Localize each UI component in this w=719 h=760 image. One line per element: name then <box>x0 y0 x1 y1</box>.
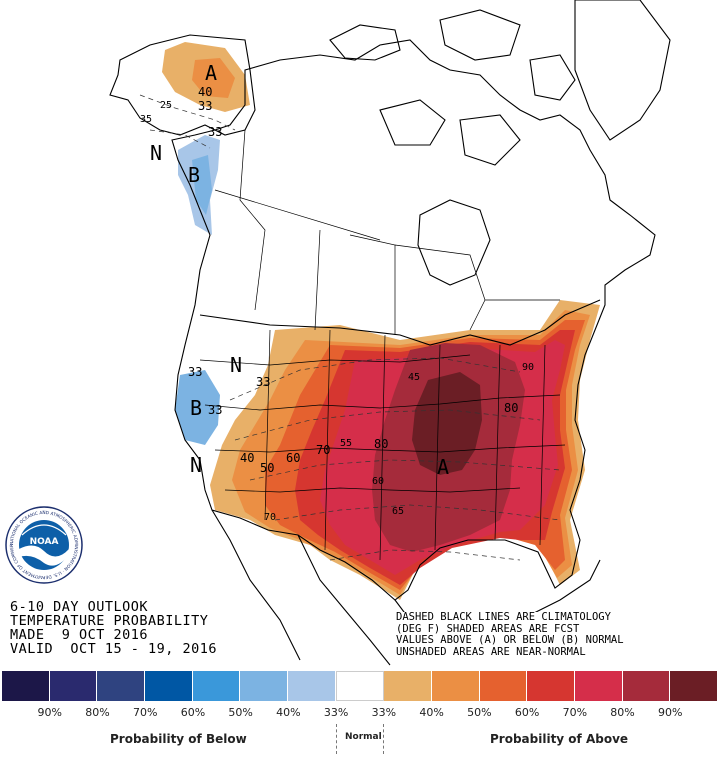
contour-label-33-w: 33 <box>256 375 270 389</box>
legend-tick-4: 50% <box>228 706 253 719</box>
legend-swatch-6 <box>288 671 336 701</box>
below-marker-california: B <box>190 396 202 420</box>
legend-swatch-0 <box>2 671 50 701</box>
contour-label-40-ak: 40 <box>198 85 212 99</box>
greenland-outline <box>574 0 671 141</box>
above-marker-alaska: A <box>205 61 217 85</box>
noaa-logo: NATIONAL OCEANIC AND ATMOSPHERIC ADMINIS… <box>4 505 83 584</box>
contour-label-40-w: 40 <box>240 451 254 465</box>
arctic-islands <box>329 9 576 166</box>
contour-label-90: 90 <box>522 362 534 373</box>
mexico-outline <box>211 509 601 666</box>
alaska-above-40 <box>192 58 235 98</box>
legend-tick-13: 90% <box>658 706 683 719</box>
below-marker-panhandle: B <box>188 163 200 187</box>
legend-tick-2: 70% <box>132 706 158 719</box>
north-america-outline <box>171 39 656 601</box>
contour-label-33-ca2: 33 <box>208 403 222 417</box>
legend-tick-8: 40% <box>419 706 444 719</box>
legend-swatch-5 <box>240 671 289 701</box>
contour-label-35-ak: 35 <box>140 114 152 125</box>
notes-block: DASHED BLACK LINES ARE CLIMATOLOGY (DEG … <box>396 611 624 658</box>
note-line-3: VALUES ABOVE (A) OR BELOW (B) NORMAL <box>396 634 624 646</box>
normal-caption: Normal <box>345 732 382 742</box>
above-90 <box>412 372 482 475</box>
normal-separator-right <box>383 724 384 754</box>
contour-label-50-w: 50 <box>260 461 274 475</box>
above-marker-central: A <box>437 455 449 479</box>
legend-tick-0: 90% <box>37 706 62 719</box>
legend-swatch-9 <box>432 671 480 701</box>
outlook-title: 6-10 DAY OUTLOOK <box>10 599 149 615</box>
clim-line-3 <box>229 357 521 401</box>
legend-ticks: 90% 80% 70% 60% 50% 40% 33% 33% 40% 50% 60% 70% 80% 9… <box>2 706 718 720</box>
state-lines <box>199 329 566 561</box>
above-caption: Probability of Above <box>490 732 629 746</box>
panhandle-below-40 <box>192 155 212 215</box>
contour-label-70-sw: 70 <box>264 512 276 523</box>
contour-label-60-w: 60 <box>286 451 300 465</box>
california-below-area <box>175 370 220 445</box>
legend-swatch-13 <box>622 671 671 701</box>
legend-tick-6: 33% <box>323 706 349 719</box>
legend-tick-9: 50% <box>467 706 492 719</box>
normal-marker-ak: N <box>150 141 162 165</box>
contour-label-80-e: 80 <box>504 401 518 415</box>
outlook-subtitle: TEMPERATURE PROBABILITY <box>10 613 209 629</box>
clim-line-1 <box>139 94 236 131</box>
valid-dates: VALID OCT 15 - 19, 2016 <box>10 641 218 657</box>
canada-us-border <box>199 299 601 346</box>
contour-label-33-ak2: 33 <box>208 125 222 139</box>
note-line-2: (DEG F) SHADED AREAS ARE FCST <box>396 622 580 635</box>
clim-line-5 <box>249 459 561 481</box>
contour-label-60-c: 60 <box>372 476 384 487</box>
clim-line-7 <box>329 549 521 561</box>
contour-label-80-c: 80 <box>374 437 388 451</box>
legend-tick-10: 60% <box>514 706 540 719</box>
svg-text:NOAA: NOAA <box>30 537 59 547</box>
contour-label-25-ak: 25 <box>160 100 172 111</box>
normal-marker-west: N <box>230 353 242 377</box>
legend-swatch-12 <box>575 671 623 701</box>
made-date: MADE 9 OCT 2016 <box>10 627 149 643</box>
normal-marker-sw: N <box>190 453 202 477</box>
forecast-map: A 40 33 25 35 33 N B N 33 33 B N 33 40 5… <box>109 0 671 666</box>
legend-swatch-1 <box>49 671 98 701</box>
legend-swatch-14 <box>670 671 719 701</box>
legend-tick-11: 70% <box>562 706 588 719</box>
below-caption: Probability of Below <box>110 732 247 746</box>
clim-line-6 <box>274 504 561 521</box>
contour-label-45: 45 <box>408 372 420 383</box>
contour-label-55: 55 <box>340 438 352 449</box>
normal-separator-left <box>336 724 337 754</box>
contour-label-33-ca: 33 <box>188 365 202 379</box>
legend-tick-5: 40% <box>276 706 301 719</box>
legend-tick-12: 80% <box>610 706 635 719</box>
legend-tick-7: 33% <box>371 706 397 719</box>
contour-label-33-ak: 33 <box>198 99 212 113</box>
legend-swatch-10 <box>479 671 528 701</box>
clim-line-4 <box>234 409 541 441</box>
title-block: 6-10 DAY OUTLOOK TEMPERATURE PROBABILITY… <box>10 600 217 656</box>
hudson-bay-outline <box>417 199 491 286</box>
legend-tick-1: 80% <box>85 706 110 719</box>
legend-swatch-7 <box>335 671 385 701</box>
note-line-4: UNSHADED AREAS ARE NEAR-NORMAL <box>396 645 586 658</box>
legend-swatch-11 <box>527 671 576 701</box>
legend-swatch-4 <box>192 671 241 701</box>
clim-line-2 <box>149 129 211 149</box>
legend-swatch-8 <box>384 671 433 701</box>
note-line-1: DASHED BLACK LINES ARE CLIMATOLOGY <box>396 611 611 623</box>
legend-swatch-2 <box>97 671 146 701</box>
legend-color-bar <box>2 671 719 701</box>
legend-swatch-3 <box>145 671 193 701</box>
province-lines <box>214 129 560 335</box>
contour-label-65: 65 <box>392 506 404 517</box>
legend-tick-3: 60% <box>180 706 206 719</box>
contour-label-70-w: 70 <box>316 443 330 457</box>
